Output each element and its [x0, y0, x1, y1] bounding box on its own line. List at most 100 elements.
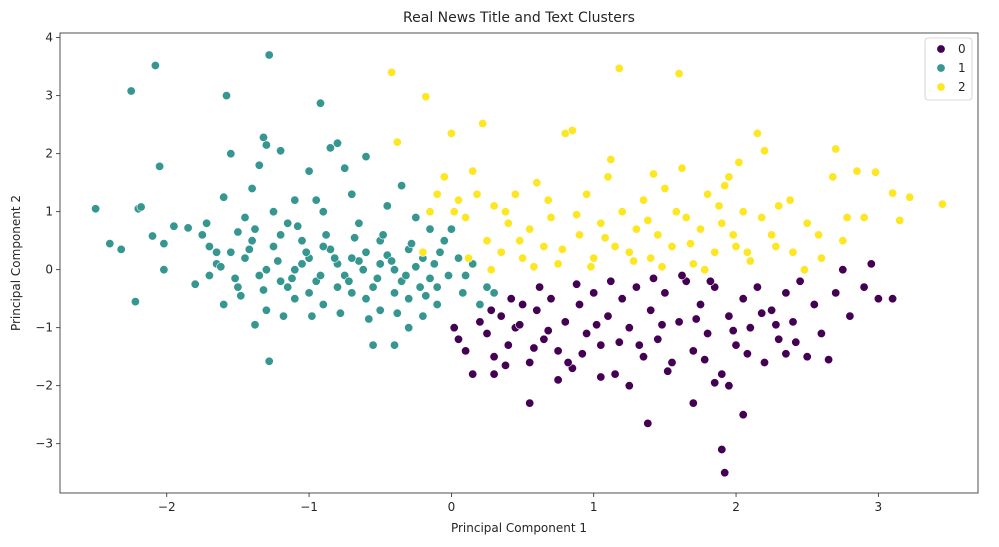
scatter-point-cluster-1 — [361, 152, 371, 162]
scatter-point-cluster-2 — [596, 218, 606, 228]
scatter-point-cluster-1 — [297, 236, 307, 246]
legend-box — [924, 37, 973, 101]
scatter-point-cluster-2 — [439, 172, 449, 182]
scatter-point-cluster-1 — [91, 204, 101, 214]
scatter-point-cluster-2 — [572, 210, 582, 220]
scatter-point-cluster-2 — [539, 242, 549, 252]
scatter-point-cluster-1 — [233, 227, 243, 237]
scatter-point-cluster-1 — [453, 253, 463, 263]
scatter-point-cluster-0 — [752, 282, 762, 292]
scatter-point-cluster-0 — [638, 352, 648, 362]
scatter-point-cluster-0 — [838, 265, 848, 275]
scatter-point-cluster-1 — [321, 230, 331, 240]
scatter-point-cluster-2 — [852, 166, 862, 176]
scatter-point-cluster-1 — [411, 213, 421, 223]
scatter-point-cluster-0 — [710, 378, 720, 388]
scatter-point-cluster-0 — [624, 381, 634, 391]
scatter-point-cluster-1 — [361, 294, 371, 304]
legend-label: 2 — [958, 80, 966, 94]
y-tick-label: 2 — [45, 147, 53, 161]
scatter-point-cluster-0 — [572, 279, 582, 289]
scatter-point-cluster-1 — [136, 202, 146, 212]
scatter-point-cluster-2 — [771, 242, 781, 252]
scatter-point-cluster-0 — [553, 375, 563, 385]
scatter-point-cluster-2 — [496, 247, 506, 257]
scatter-point-cluster-0 — [596, 340, 606, 350]
scatter-point-cluster-2 — [695, 224, 705, 234]
points-layer — [91, 50, 947, 478]
scatter-point-cluster-1 — [287, 273, 297, 283]
scatter-point-cluster-0 — [788, 317, 798, 327]
scatter-point-cluster-0 — [589, 288, 599, 298]
scatter-point-cluster-2 — [742, 247, 752, 257]
scatter-point-cluster-1 — [254, 160, 264, 170]
scatter-point-cluster-2 — [745, 256, 755, 266]
scatter-point-cluster-1 — [368, 282, 378, 292]
scatter-point-cluster-1 — [392, 308, 402, 318]
scatter-point-cluster-0 — [596, 372, 606, 382]
scatter-point-cluster-1 — [368, 340, 378, 350]
y-tick-label: −2 — [35, 379, 53, 393]
scatter-point-cluster-0 — [563, 357, 573, 367]
x-tick-label: 2 — [732, 500, 740, 514]
scatter-point-cluster-1 — [332, 282, 342, 292]
scatter-point-cluster-2 — [543, 195, 553, 205]
scatter-point-cluster-1 — [375, 259, 385, 269]
scatter-point-cluster-0 — [691, 314, 701, 324]
scatter-point-cluster-1 — [347, 253, 357, 263]
scatter-point-cluster-1 — [446, 224, 456, 234]
scatter-point-cluster-2 — [453, 195, 463, 205]
scatter-point-cluster-1 — [350, 233, 360, 243]
scatter-point-cluster-1 — [325, 143, 335, 153]
scatter-point-cluster-2 — [720, 181, 730, 191]
scatter-point-cluster-0 — [577, 349, 587, 359]
scatter-point-cluster-2 — [759, 146, 769, 156]
scatter-point-cluster-0 — [560, 317, 570, 327]
scatter-point-cluster-2 — [688, 259, 698, 269]
scatter-point-cluster-1 — [159, 239, 169, 249]
scatter-point-cluster-1 — [216, 262, 226, 272]
scatter-point-cluster-1 — [304, 166, 314, 176]
scatter-point-cluster-1 — [429, 259, 439, 269]
scatter-point-cluster-1 — [347, 288, 357, 298]
scatter-point-cluster-1 — [290, 294, 300, 304]
scatter-point-cluster-1 — [240, 213, 250, 223]
scatter-point-cluster-2 — [738, 207, 748, 217]
scatter-point-cluster-1 — [290, 195, 300, 205]
scatter-point-cluster-1 — [461, 270, 471, 280]
scatter-point-cluster-2 — [525, 224, 535, 234]
scatter-point-cluster-2 — [387, 67, 397, 77]
scatter-point-cluster-1 — [290, 265, 300, 275]
scatter-point-cluster-1 — [204, 270, 214, 280]
scatter-point-cluster-1 — [389, 265, 399, 275]
scatter-point-cluster-1 — [378, 230, 388, 240]
scatter-point-cluster-1 — [482, 282, 492, 292]
scatter-point-cluster-1 — [244, 244, 254, 254]
scatter-point-cluster-2 — [624, 247, 634, 257]
scatter-point-cluster-0 — [468, 369, 478, 379]
scatter-point-cluster-1 — [387, 256, 397, 266]
y-tick-label: −3 — [35, 437, 53, 451]
legend-marker — [936, 82, 946, 92]
scatter-point-cluster-2 — [463, 253, 473, 263]
scatter-point-cluster-2 — [799, 265, 809, 275]
scatter-point-cluster-1 — [268, 242, 278, 252]
scatter-point-cluster-0 — [631, 282, 641, 292]
scatter-point-cluster-0 — [767, 305, 777, 315]
scatter-point-cluster-1 — [247, 236, 257, 246]
scatter-point-cluster-0 — [717, 444, 727, 454]
scatter-point-cluster-1 — [301, 247, 311, 257]
legend-label: 0 — [958, 42, 966, 56]
scatter-point-cluster-0 — [663, 366, 673, 376]
scatter-point-cluster-1 — [364, 314, 374, 324]
scatter-point-cluster-1 — [276, 146, 286, 156]
scatter-point-cluster-0 — [745, 323, 755, 333]
scatter-point-cluster-0 — [705, 276, 715, 286]
scatter-point-cluster-2 — [814, 230, 824, 240]
scatter-point-cluster-1 — [261, 140, 271, 150]
scatter-point-cluster-2 — [603, 172, 613, 182]
scatter-point-cluster-0 — [688, 346, 698, 356]
scatter-point-cluster-2 — [606, 155, 616, 165]
scatter-point-cluster-1 — [318, 207, 328, 217]
